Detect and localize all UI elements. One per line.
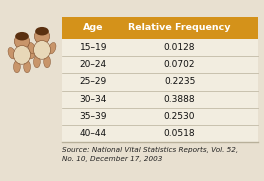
Ellipse shape <box>8 47 16 59</box>
Ellipse shape <box>44 56 50 68</box>
Ellipse shape <box>35 27 49 35</box>
Bar <box>62 39 258 142</box>
Text: 0.0128: 0.0128 <box>164 43 195 52</box>
Text: 35–39: 35–39 <box>80 112 107 121</box>
Text: 30–34: 30–34 <box>80 95 107 104</box>
Ellipse shape <box>24 61 31 73</box>
Ellipse shape <box>15 32 29 40</box>
Ellipse shape <box>34 29 50 44</box>
Ellipse shape <box>14 34 30 49</box>
Text: Relative Frequency: Relative Frequency <box>128 24 231 33</box>
Text: 0.0702: 0.0702 <box>164 60 195 69</box>
Text: No. 10, December 17, 2003: No. 10, December 17, 2003 <box>62 156 162 162</box>
Text: Source: National Vital Statistics Reports, Vol. 52,: Source: National Vital Statistics Report… <box>62 147 238 153</box>
Bar <box>62 17 258 39</box>
Text: 0.3888: 0.3888 <box>164 95 195 104</box>
Text: Age: Age <box>83 24 103 33</box>
Ellipse shape <box>13 61 20 73</box>
Text: 15–19: 15–19 <box>80 43 107 52</box>
Ellipse shape <box>29 47 36 59</box>
Text: 40–44: 40–44 <box>80 129 107 138</box>
Ellipse shape <box>13 46 31 64</box>
Ellipse shape <box>34 56 40 68</box>
Ellipse shape <box>34 41 50 59</box>
Text: 0.2235: 0.2235 <box>164 77 195 86</box>
Bar <box>0 0 62 110</box>
Text: 0.0518: 0.0518 <box>164 129 195 138</box>
Text: 20–24: 20–24 <box>80 60 107 69</box>
Ellipse shape <box>28 43 36 54</box>
Text: 0.2530: 0.2530 <box>164 112 195 121</box>
Ellipse shape <box>48 43 56 54</box>
Text: 25–29: 25–29 <box>80 77 107 86</box>
